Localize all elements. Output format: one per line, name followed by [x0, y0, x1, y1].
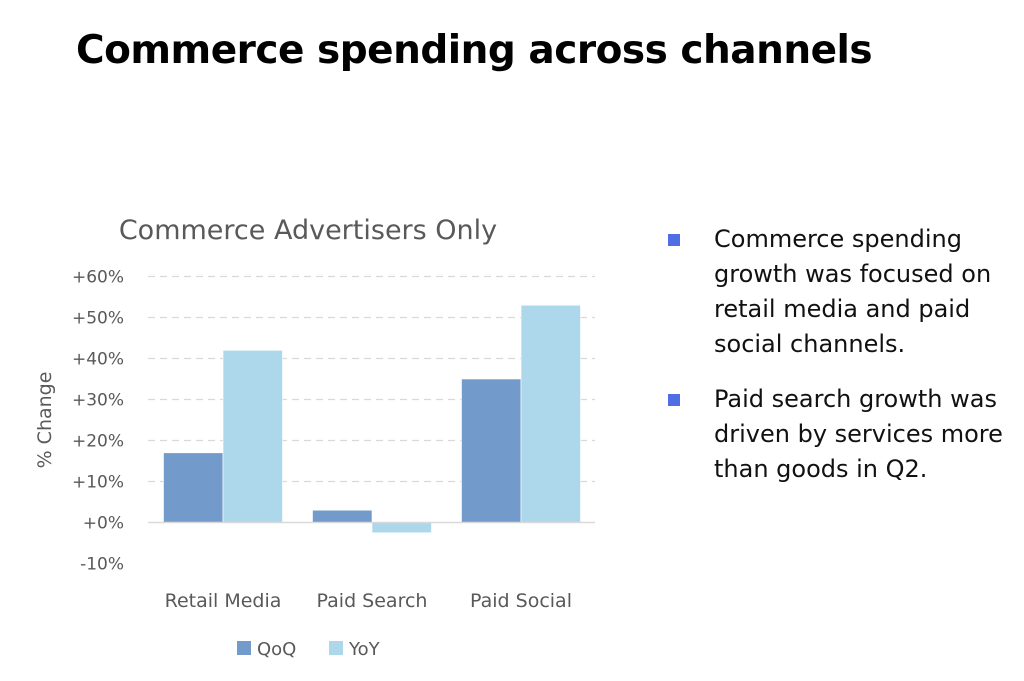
y-tick-label: -10% — [80, 555, 124, 575]
y-tick-label: +50% — [72, 309, 124, 329]
bullet-list: Commerce spending growth was focused on … — [668, 222, 1008, 507]
y-tick-label: +60% — [72, 268, 124, 288]
legend-swatch-qoq — [237, 641, 251, 655]
bullet-text: Paid search growth was driven by service… — [714, 385, 1003, 483]
bar-qoq — [163, 452, 224, 523]
bullet-square-icon — [668, 394, 680, 406]
legend-label: YoY — [348, 639, 381, 660]
x-tick-label: Paid Search — [317, 590, 428, 612]
legend-label: QoQ — [257, 639, 296, 660]
x-tick-label: Retail Media — [165, 590, 282, 612]
y-tick-label: +0% — [83, 514, 124, 534]
bullet-item: Paid search growth was driven by service… — [668, 382, 1008, 487]
bar-qoq — [461, 378, 522, 523]
y-tick-label: +20% — [72, 432, 124, 452]
bullet-item: Commerce spending growth was focused on … — [668, 222, 1008, 362]
bullet-text: Commerce spending growth was focused on … — [714, 225, 992, 358]
slide-title: Commerce spending across channels — [76, 28, 873, 73]
bar-chart: Commerce Advertisers Only -10% +0% +10% +20%… — [34, 215, 595, 660]
bar-yoy — [371, 522, 432, 534]
y-tick-label: +10% — [72, 473, 124, 493]
y-axis-label: % Change — [34, 372, 56, 469]
x-tick-label: Paid Social — [470, 590, 572, 612]
y-tick-label: +40% — [72, 350, 124, 370]
bar-yoy — [520, 304, 581, 523]
bullet-square-icon — [668, 234, 680, 246]
bar-yoy — [222, 349, 283, 523]
y-tick-label: +30% — [72, 391, 124, 411]
chart-title: Commerce Advertisers Only — [119, 215, 497, 246]
bar-qoq — [312, 509, 373, 523]
legend-swatch-yoy — [329, 641, 343, 655]
